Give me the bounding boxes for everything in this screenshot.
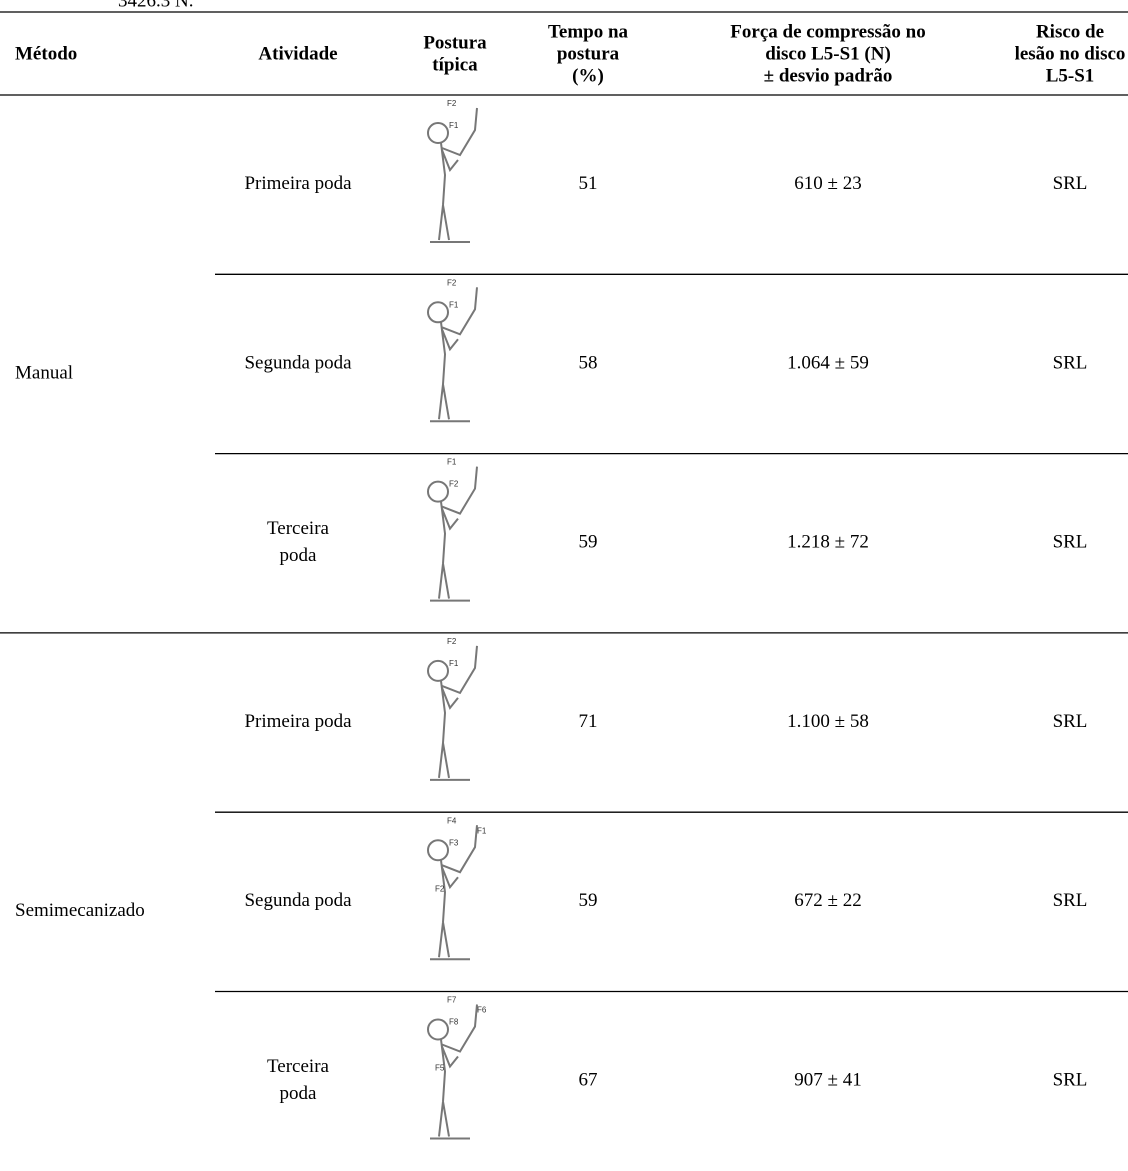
- figure-label: F3: [449, 838, 459, 847]
- activity: Segunda poda: [244, 890, 352, 911]
- figure-label: F2: [435, 884, 445, 893]
- activity: poda: [280, 1083, 318, 1104]
- activity: Terceira: [267, 518, 330, 539]
- caption-fragment: 3426.3 N.: [118, 0, 193, 11]
- time: 51: [579, 173, 598, 194]
- force: 907 ± 41: [794, 1070, 861, 1091]
- header-cell: Método: [15, 43, 77, 64]
- figure-label: F1: [477, 826, 487, 835]
- figure-head: [428, 840, 448, 860]
- header-cell: L5-S1: [1046, 65, 1095, 86]
- figure-label: F2: [449, 480, 459, 489]
- header-cell: disco L5-S1 (N): [765, 43, 891, 64]
- header-cell: ± desvio padrão: [764, 65, 893, 86]
- header-cell: típica: [432, 54, 478, 75]
- figure-head: [428, 123, 448, 143]
- activity: Segunda poda: [244, 352, 352, 373]
- figure-label: F1: [447, 458, 457, 467]
- figure-label: F2: [447, 278, 457, 287]
- table-page: 3426.3 N. Método Atividade Posturatípica Te…: [0, 0, 1128, 1171]
- figure-head: [428, 302, 448, 322]
- header-cell: Atividade: [258, 43, 337, 64]
- header-cell: Risco de: [1036, 21, 1104, 42]
- figure-label: F4: [447, 816, 457, 825]
- force: 1.218 ± 72: [787, 532, 869, 553]
- header-cell: Força de compressão no: [730, 21, 925, 42]
- risk: SRL: [1053, 711, 1088, 732]
- figure-label: F2: [447, 99, 457, 108]
- header-cell: postura: [557, 43, 620, 64]
- force: 1.064 ± 59: [787, 352, 869, 373]
- activity: Primeira poda: [244, 173, 352, 194]
- figure-label: F1: [449, 300, 459, 309]
- figure-head: [428, 1020, 448, 1040]
- figure-head: [428, 482, 448, 502]
- force: 1.100 ± 58: [787, 711, 869, 732]
- figure-label: F1: [449, 659, 459, 668]
- figure-label: F6: [477, 1006, 487, 1015]
- time: 67: [579, 1070, 598, 1091]
- time: 59: [579, 532, 598, 553]
- figure-label: F8: [449, 1018, 459, 1027]
- risk: SRL: [1053, 890, 1088, 911]
- figure-label: F2: [447, 637, 457, 646]
- figure-head: [428, 661, 448, 681]
- time: 59: [579, 890, 598, 911]
- header-cell: lesão no disco: [1015, 43, 1126, 64]
- activity: Terceira: [267, 1056, 330, 1077]
- force: 672 ± 22: [794, 890, 861, 911]
- time: 58: [579, 352, 598, 373]
- method: Semimecanizado: [15, 900, 145, 921]
- time: 71: [579, 711, 598, 732]
- figure-label: F1: [449, 121, 459, 130]
- figure-label: F7: [447, 996, 457, 1005]
- activity: Primeira poda: [244, 711, 352, 732]
- header-cell: Tempo na: [548, 21, 629, 42]
- risk: SRL: [1053, 352, 1088, 373]
- risk: SRL: [1053, 532, 1088, 553]
- header-cell: (%): [572, 65, 604, 86]
- method: Manual: [15, 362, 73, 383]
- header-cell: Postura: [423, 32, 487, 53]
- force: 610 ± 23: [794, 173, 861, 194]
- risk: SRL: [1053, 1070, 1088, 1091]
- activity: poda: [280, 545, 318, 566]
- figure-label: F5: [435, 1064, 445, 1073]
- risk: SRL: [1053, 173, 1088, 194]
